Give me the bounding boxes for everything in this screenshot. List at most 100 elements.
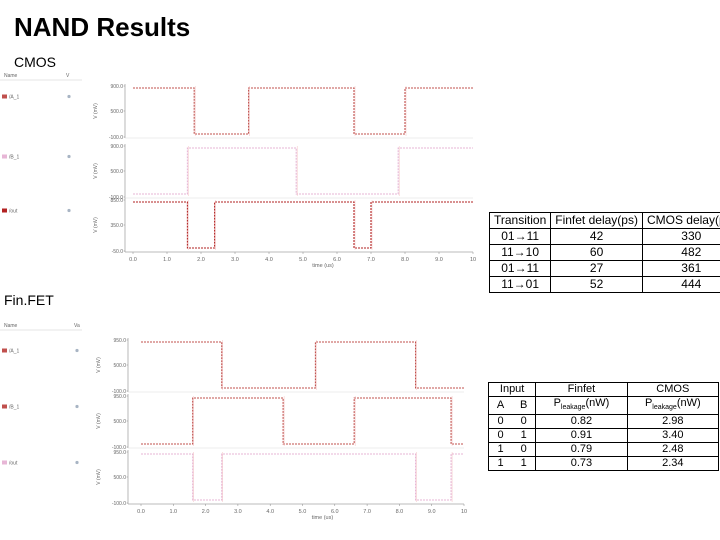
- table-cell: 3.40: [626, 428, 720, 444]
- x-tick-label: 9.0: [435, 257, 443, 263]
- table-row: 1 1 0.73 2.34: [488, 456, 720, 472]
- leakage-table-group-row: Input Finfet CMOS: [487, 382, 720, 397]
- signal-name: /B_1: [9, 405, 20, 411]
- x-tick-label: 7.0: [367, 257, 375, 263]
- table-cell: 01→11: [488, 228, 552, 245]
- table-cell: 1: [512, 456, 537, 472]
- table-cell: 0.79: [535, 442, 628, 458]
- y-axis-label: V (mV): [96, 413, 102, 429]
- signal-swatch: [2, 404, 7, 409]
- waveform-trace: [133, 87, 473, 135]
- x-axis-label: time (us): [312, 263, 334, 269]
- signal-eye-icon: [75, 460, 79, 465]
- y-tick-label: 500.0: [113, 475, 126, 481]
- table-cell: 27: [550, 260, 643, 277]
- table-cell: 444: [641, 276, 720, 293]
- table-cell: 2.98: [626, 414, 720, 430]
- x-tick-label: 2.0: [202, 509, 210, 515]
- table-cell: 0: [488, 414, 513, 430]
- x-tick-label: 2.0: [197, 257, 205, 263]
- signal-swatch: [2, 94, 7, 99]
- panel-name-header: Name: [4, 73, 18, 79]
- y-tick-label: 500.0: [110, 109, 123, 115]
- y-tick-label: -100.0: [112, 389, 126, 395]
- table-cell: 1: [488, 456, 513, 472]
- table-row: 01→11 42 330: [488, 228, 720, 245]
- cmos-section-label: CMOS: [14, 54, 56, 70]
- x-tick-label: 4.0: [265, 257, 273, 263]
- leakage-header-b: B: [512, 395, 537, 416]
- delay-header-finfet: Finfet delay(ps): [550, 212, 643, 229]
- x-tick-label: 7.0: [363, 509, 371, 515]
- y-tick-label: 900.0: [110, 84, 123, 90]
- power-subscript: leakage: [652, 404, 677, 412]
- y-tick-label: 850.0: [110, 198, 123, 204]
- table-cell: 0: [512, 414, 537, 430]
- y-tick-label: -100.0: [109, 195, 123, 201]
- leakage-header-cmos: CMOS: [626, 382, 720, 397]
- table-row: 11→01 52 444: [488, 276, 720, 293]
- signal-name: /A_1: [9, 95, 20, 101]
- signal-swatch: [2, 208, 7, 213]
- table-cell: 0.73: [535, 456, 628, 472]
- table-cell: 60: [550, 244, 643, 261]
- x-tick-label: 1.0: [163, 257, 171, 263]
- table-row: 0 0 0.82 2.98: [488, 414, 720, 430]
- x-tick-label: 5.0: [299, 257, 307, 263]
- signal-eye-icon: [67, 154, 71, 159]
- table-cell: 1: [488, 442, 513, 458]
- y-axis-label: V (mV): [96, 469, 102, 485]
- table-cell: 0: [512, 442, 537, 458]
- table-cell: 11→01: [488, 276, 552, 293]
- y-tick-label: -50.0: [112, 249, 124, 255]
- signal-swatch: [2, 348, 7, 353]
- x-tick-label: 0.0: [129, 257, 137, 263]
- x-tick-label: 6.0: [333, 257, 341, 263]
- y-axis-label: V (mV): [93, 217, 99, 233]
- table-cell: 52: [550, 276, 643, 293]
- x-tick-label: 4.0: [266, 509, 274, 515]
- x-tick-label: 0.0: [137, 509, 145, 515]
- x-tick-label: 3.0: [234, 509, 242, 515]
- y-tick-label: 500.0: [110, 169, 123, 175]
- table-cell: 42: [550, 228, 643, 245]
- delay-header-transition: Transition: [488, 212, 552, 229]
- table-row: 01→11 27 361: [488, 260, 720, 277]
- signal-name: /B_1: [9, 155, 20, 161]
- leakage-table: Input Finfet CMOS A B Pleakage(nW) Pleak…: [487, 382, 720, 472]
- power-unit: (nW): [676, 397, 701, 409]
- x-tick-label: 5.0: [299, 509, 307, 515]
- y-axis-label: V (mV): [93, 163, 99, 179]
- waveform-trace: [141, 453, 464, 501]
- table-cell: 361: [641, 260, 720, 277]
- y-tick-label: 950.0: [113, 394, 126, 400]
- delay-table: Transition Finfet delay(ps) CMOS delay(p…: [488, 212, 720, 293]
- power-symbol: P: [644, 397, 653, 409]
- delay-header-cmos: CMOS delay(ps): [641, 212, 720, 229]
- panel-name-header: Name: [4, 323, 18, 329]
- power-subscript: leakage: [560, 404, 586, 412]
- y-tick-label: 350.0: [110, 223, 123, 229]
- x-axis-label: time (us): [312, 515, 334, 521]
- y-axis-label: V (mV): [93, 103, 99, 119]
- table-cell: 0.91: [535, 428, 628, 444]
- x-tick-label: 8.0: [401, 257, 409, 263]
- signal-swatch: [2, 460, 7, 465]
- waveform-trace: [133, 201, 473, 249]
- finfet-section-label: Fin.FET: [4, 292, 54, 308]
- page-title: NAND Results: [14, 12, 191, 42]
- signal-swatch: [2, 154, 7, 159]
- finfet-waveform-plot: Name Va/A_1 950.0 500.0 -100.0 V (mV) /B_1 950.…: [0, 323, 467, 521]
- y-tick-label: 500.0: [113, 363, 126, 369]
- signal-eye-icon: [75, 348, 79, 353]
- leakage-header-cmos-power: Pleakage(nW): [626, 395, 720, 416]
- y-tick-label: 950.0: [113, 450, 126, 456]
- table-cell: 0.82: [535, 414, 628, 430]
- signal-eye-icon: [67, 94, 71, 99]
- table-cell: 01→11: [488, 260, 552, 277]
- waveform-trace: [133, 147, 473, 195]
- x-tick-label: 10: [470, 257, 476, 263]
- leakage-header-finfet-power: Pleakage(nW): [535, 395, 628, 416]
- signal-eye-icon: [67, 208, 71, 213]
- x-tick-label: 1.0: [169, 509, 177, 515]
